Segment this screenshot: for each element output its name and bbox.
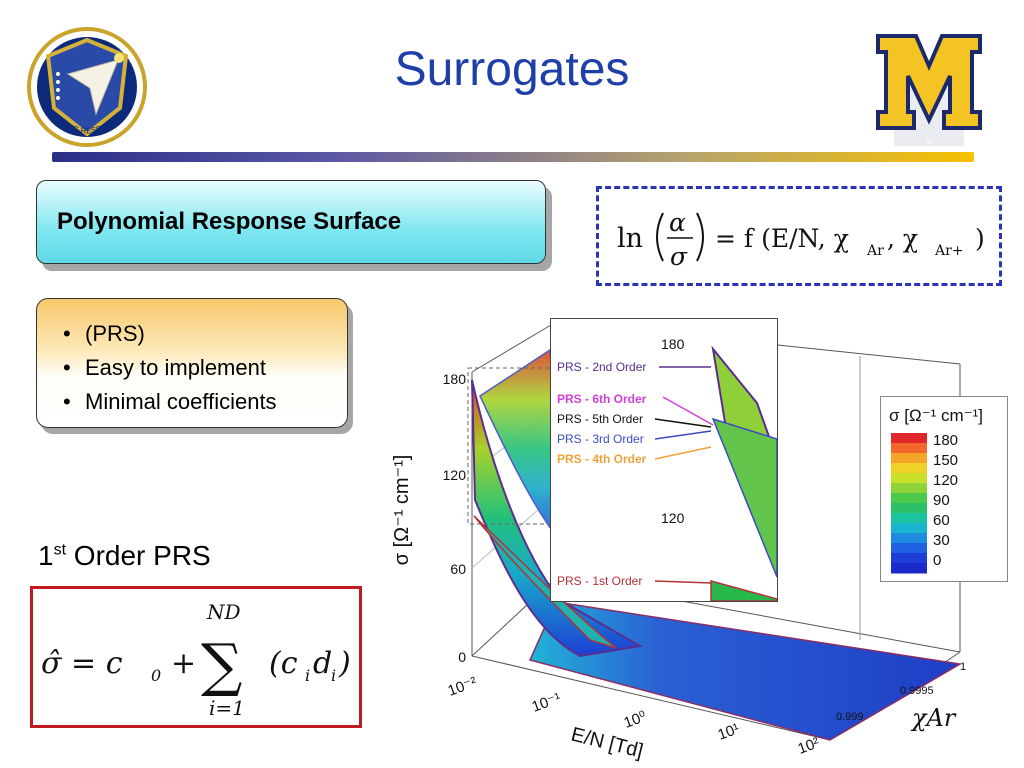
- inset-series-label: PRS - 3rd Order: [557, 432, 644, 446]
- surface-chart: 180 120 60 0 σ [Ω⁻¹ cm⁻¹] 10⁻² 10⁻¹ 10⁰ …: [391, 321, 966, 763]
- air-force-research-laboratory-logo: AIR FORCE RESEARCH LABORATORY: [22, 22, 147, 147]
- first-order-num: 1: [38, 540, 54, 571]
- formula-close: ): [338, 646, 351, 681]
- inset-series-label: PRS - 2nd Order: [557, 360, 646, 374]
- first-order-heading: 1st Order PRS: [38, 540, 211, 572]
- prs-heading-box: Polynomial Response Surface: [36, 180, 546, 264]
- eq-sub-ar: Ar: [866, 243, 884, 259]
- first-order-formula: σ̂ = c 0 + ND ∑ i=1 (c i d i ): [41, 600, 351, 720]
- formula-upper-limit: ND: [206, 600, 241, 624]
- legend-swatch: [891, 433, 927, 444]
- legend-swatch: [891, 443, 927, 454]
- inset-series-label: PRS - 4th Order: [557, 452, 647, 466]
- formula-sum: ∑: [201, 631, 242, 699]
- formula-lower-limit: i=1: [209, 696, 245, 720]
- formula-plus: +: [171, 646, 196, 681]
- first-order-formula-box: σ̂ = c 0 + ND ∑ i=1 (c i d i ): [30, 586, 362, 728]
- legend-swatch: [891, 503, 927, 514]
- first-order-sup: st: [53, 541, 67, 559]
- formula-lhs: σ̂ = c: [41, 646, 123, 681]
- legend-swatch: [891, 513, 927, 524]
- legend-title: σ [Ω⁻¹ cm⁻¹]: [889, 406, 983, 425]
- first-order-rest: Order PRS: [66, 540, 211, 571]
- inset-top-label: 180: [661, 336, 685, 352]
- legend-swatch: [891, 543, 927, 554]
- formula-c0-sub: 0: [151, 666, 161, 685]
- eq-sep: , χ: [887, 224, 918, 253]
- y-tick: 0.999: [836, 711, 864, 723]
- x-tick: 10¹: [716, 720, 742, 743]
- legend-swatch: [891, 523, 927, 534]
- z-tick: 60: [450, 561, 466, 577]
- legend-swatch: [891, 483, 927, 494]
- formula-d: d: [313, 646, 332, 681]
- legend-swatch: [891, 553, 927, 564]
- eq-rhs: = f (E/N, χ: [715, 224, 849, 253]
- bullet-item: Easy to implement: [63, 351, 347, 385]
- zoom-inset-plot: 180 120 PRS - 2nd Order PRS - 6th Order …: [557, 319, 778, 602]
- zoom-inset: 180 120 PRS - 2nd Order PRS - 6th Order …: [550, 318, 778, 602]
- bullet-box: (PRS) Easy to implement Minimal coeffici…: [36, 298, 348, 428]
- bullet-item: (PRS): [63, 317, 347, 351]
- legend-level: 150: [933, 452, 958, 469]
- inset-mid-label: 120: [661, 510, 685, 526]
- eq-close: ): [975, 224, 985, 253]
- z-tick: 180: [443, 371, 467, 387]
- x-tick: 10²: [796, 734, 822, 757]
- eq-sigma: σ: [670, 242, 688, 271]
- slide-title: Surrogates: [394, 43, 630, 96]
- y-axis-label: χAr: [910, 704, 957, 732]
- bullet-item: Minimal coefficients: [63, 385, 347, 419]
- legend-swatch: [891, 463, 927, 474]
- y-tick: 0.9995: [900, 685, 934, 697]
- inset-series-label: PRS - 5th Order: [557, 412, 643, 426]
- color-legend: σ [Ω⁻¹ cm⁻¹] 180 150 120 90 60 30 0: [880, 396, 1008, 582]
- legend-level: 90: [933, 492, 950, 509]
- eq-sub-arplus: Ar+: [934, 243, 964, 259]
- inset-series-label: PRS - 1st Order: [557, 574, 642, 588]
- eq-alpha: α: [669, 208, 686, 237]
- title-underline-bar: [52, 152, 974, 162]
- legend-level: 0: [933, 552, 941, 569]
- response-equation-box: ln α σ = f (E/N, χ Ar , χ Ar+ ): [596, 186, 1002, 286]
- formula-di-sub: i: [331, 666, 336, 685]
- z-tick: 0: [458, 649, 466, 665]
- inset-series-label: PRS - 6th Order: [557, 392, 647, 406]
- michigan-block-m-logo: M: [876, 34, 982, 146]
- y-tick: 1: [960, 661, 966, 673]
- z-axis-label: σ [Ω⁻¹ cm⁻¹]: [391, 455, 413, 566]
- legend-swatch: [891, 453, 927, 464]
- eq-ln: ln: [617, 223, 643, 254]
- logo-m-text: M: [927, 140, 932, 146]
- z-tick: 120: [443, 467, 467, 483]
- prs-heading-label: Polynomial Response Surface: [57, 208, 402, 235]
- color-legend-svg: σ [Ω⁻¹ cm⁻¹] 180 150 120 90 60 30 0: [889, 406, 983, 574]
- response-equation: ln α σ = f (E/N, χ Ar , χ Ar+ ): [617, 208, 985, 271]
- legend-swatch: [891, 563, 927, 574]
- legend-swatch: [891, 473, 927, 484]
- legend-swatch: [891, 533, 927, 544]
- x-tick: 10⁻²: [446, 674, 480, 700]
- legend-level: 180: [933, 432, 958, 449]
- legend-level: 60: [933, 512, 950, 529]
- legend-level: 120: [933, 472, 958, 489]
- formula-ci-sub: i: [305, 666, 310, 685]
- legend-swatch: [891, 493, 927, 504]
- x-tick: 10⁻¹: [530, 690, 564, 716]
- formula-term: (c: [269, 646, 298, 681]
- x-tick: 10⁰: [622, 708, 649, 732]
- legend-level: 30: [933, 532, 950, 549]
